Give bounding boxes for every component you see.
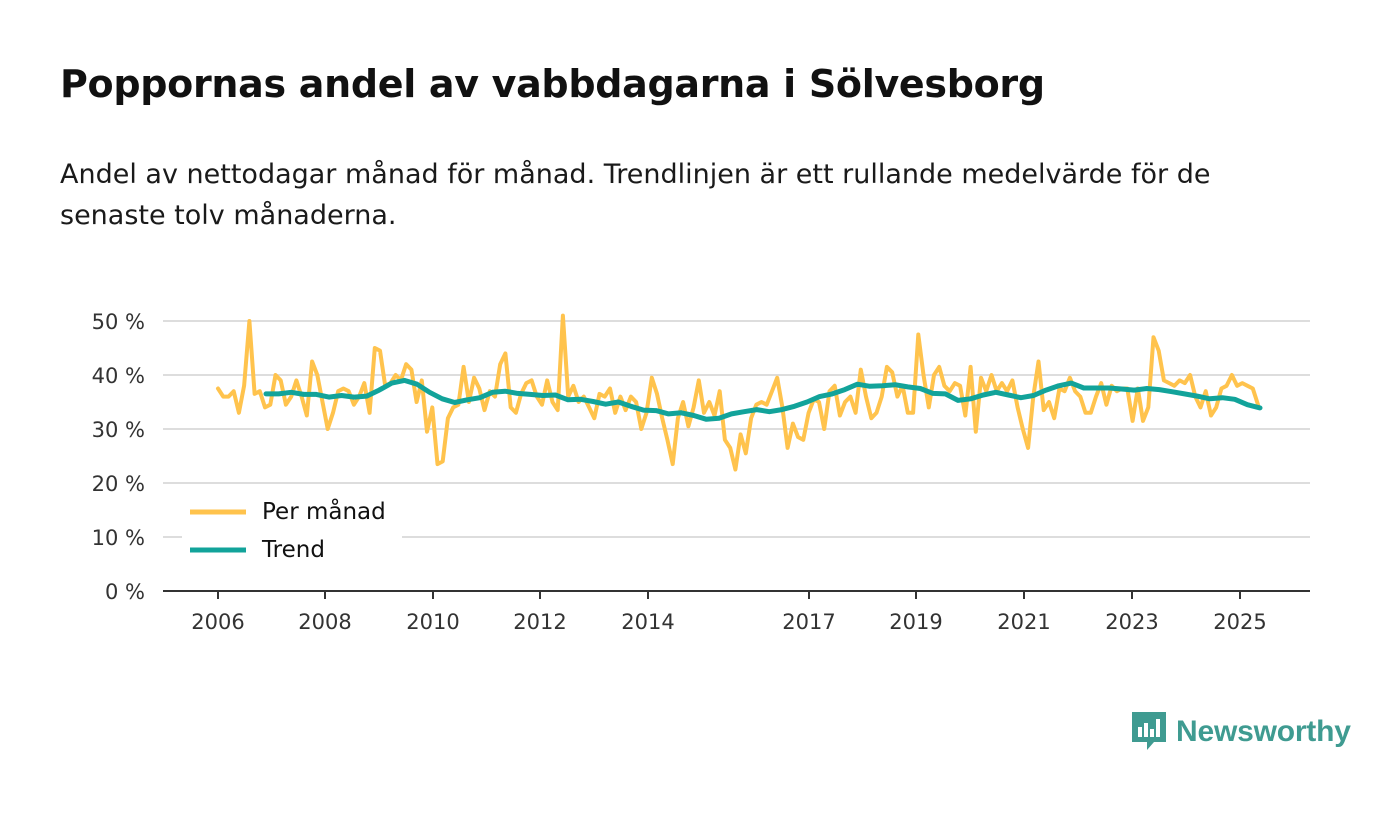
y-axis-ticks: 0 % 10 % 20 % 30 % 40 % 50 % (92, 310, 145, 604)
x-tick-label: 2025 (1213, 610, 1266, 634)
y-tick-label: 50 % (92, 310, 145, 334)
y-tick-label: 40 % (92, 364, 145, 388)
x-tick-label: 2017 (782, 610, 835, 634)
x-tick-label: 2012 (513, 610, 566, 634)
x-tick-label: 2010 (406, 610, 459, 634)
y-tick-label: 30 % (92, 418, 145, 442)
legend-label-monthly: Per månad (262, 497, 386, 525)
legend: Per månad Trend (182, 490, 402, 572)
newsworthy-brand: Newsworthy (1132, 710, 1351, 754)
series-trend-line (263, 377, 1263, 422)
legend-background (182, 490, 402, 572)
y-tick-label: 10 % (92, 526, 145, 550)
page-title: Poppornas andel av vabbdagarna i Sölvesb… (60, 62, 1045, 106)
y-tick-label: 20 % (92, 472, 145, 496)
legend-label-trend: Trend (261, 537, 325, 563)
page-subtitle: Andel av nettodagar månad för månad. Tre… (60, 159, 1211, 231)
grid-lines (163, 320, 1310, 538)
brand-name: Newsworthy (1176, 715, 1351, 748)
x-tick-label: 2023 (1105, 610, 1158, 634)
x-tick-label: 2008 (298, 610, 351, 634)
x-axis-ticks: 2006 2008 2010 2012 2014 2017 2019 2021 2023 2025 (191, 591, 1267, 634)
x-tick-label: 2019 (889, 610, 942, 634)
bar-chart-badge-icon (1132, 712, 1166, 750)
x-tick-label: 2021 (997, 610, 1050, 634)
x-tick-label: 2006 (191, 610, 244, 634)
y-tick-label: 0 % (105, 580, 145, 604)
series-lines (216, 313, 1263, 472)
x-tick-label: 2014 (621, 610, 674, 634)
